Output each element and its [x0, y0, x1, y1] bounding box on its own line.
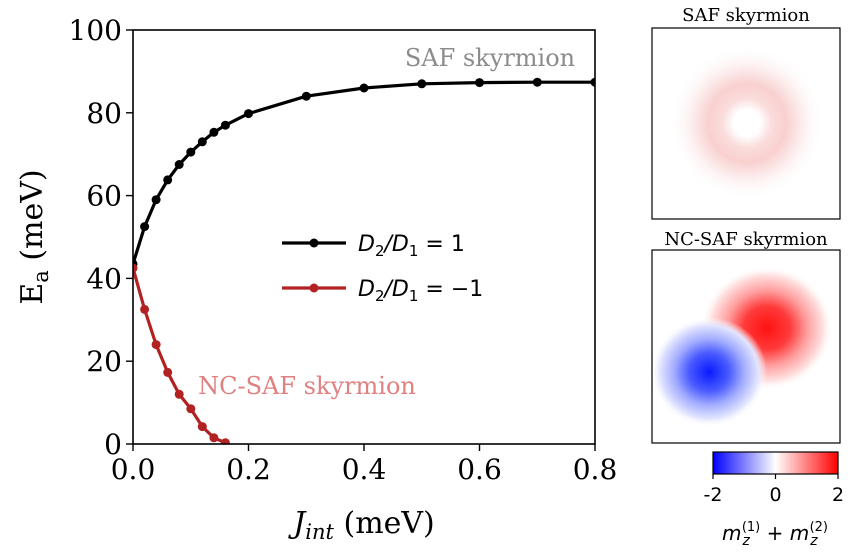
series-2-point	[174, 389, 184, 399]
series-1-point	[174, 160, 184, 169]
series-1-point	[186, 147, 196, 157]
plot-area	[133, 30, 595, 444]
x-tick-label: 0.2	[226, 453, 271, 486]
y-tick-label: 0	[104, 428, 122, 461]
x-tick-label: 0.0	[111, 453, 156, 486]
x-axis-label: Jint (meV)	[287, 506, 435, 544]
saf-ring	[669, 45, 825, 201]
nc-saf-blue-lobe	[652, 317, 767, 427]
nc-saf-heatmap-frame	[651, 249, 841, 444]
y-tick-label: 40	[86, 262, 122, 295]
series-2-point	[186, 404, 196, 414]
colorbar-tick-label-min: -2	[704, 484, 723, 506]
series-1-point	[163, 175, 173, 185]
series-2-point	[133, 263, 138, 273]
x-tick-label: 0.8	[573, 453, 618, 486]
series-2-point	[140, 304, 150, 314]
y-ticks: 0 20 40 60 80 100	[69, 14, 133, 461]
x-tick-label: 0.6	[457, 453, 502, 486]
series-1-point	[475, 78, 484, 88]
colorbar-tick-label-mid: 0	[769, 484, 781, 506]
series-1-point	[301, 91, 311, 101]
series-1-point	[244, 109, 253, 119]
series-1-point	[197, 137, 207, 147]
saf-skyrmion-panel: SAF skyrmion	[651, 5, 841, 220]
annotation-saf: SAF skyrmion	[405, 44, 575, 72]
series-1-point	[590, 77, 595, 87]
y-tick-label: 100	[69, 14, 122, 47]
y-tick-label: 60	[86, 180, 122, 213]
colorbar-label: mz(1) + mz(2)	[722, 520, 828, 549]
series-1-point	[359, 83, 369, 93]
saf-heatmap	[669, 45, 825, 201]
series-1-point	[220, 120, 230, 130]
series-1-point	[151, 195, 161, 205]
legend-marker-1	[309, 238, 319, 248]
y-axis-label: Ea (meV)	[15, 169, 53, 304]
series-2-point	[197, 422, 207, 432]
series-layer	[133, 77, 595, 444]
saf-heatmap-frame	[651, 27, 841, 220]
series-2-point	[151, 340, 161, 350]
legend-entry-2: D2/D1 = −1	[282, 277, 483, 305]
y-tick-label: 80	[86, 97, 122, 130]
series-1-point	[209, 127, 219, 137]
colorbar-tick-label-max: 2	[832, 484, 844, 506]
legend-entry-1: D2/D1 = 1	[282, 232, 465, 260]
saf-panel-title: SAF skyrmion	[682, 5, 810, 26]
legend-label-1: D2/D1 = 1	[358, 232, 465, 260]
series-1-point	[140, 222, 150, 232]
legend: D2/D1 = 1 D2/D1 = −1	[282, 232, 483, 305]
series-1-point	[417, 79, 427, 89]
series-1-point	[532, 77, 542, 87]
y-tick-label: 20	[86, 345, 122, 378]
annotation-nc-saf: NC-SAF skyrmion	[198, 372, 416, 400]
series-2-point	[209, 433, 219, 443]
colorbar: -2 0 2 mz(1) + mz(2)	[704, 451, 844, 549]
legend-label-2: D2/D1 = −1	[358, 277, 483, 305]
nc-saf-heatmap	[652, 266, 833, 427]
series-2-point	[163, 367, 173, 377]
legend-marker-2	[309, 283, 319, 293]
x-tick-label: 0.4	[342, 453, 387, 486]
nc-saf-skyrmion-panel: NC-SAF skyrmion	[651, 229, 841, 444]
colorbar-gradient	[712, 451, 839, 475]
x-ticks: 0.0 0.2 0.4 0.6 0.8	[111, 444, 618, 486]
nc-saf-panel-title: NC-SAF skyrmion	[664, 229, 828, 250]
series-2-point	[220, 438, 230, 444]
series-line-1	[133, 80, 595, 265]
